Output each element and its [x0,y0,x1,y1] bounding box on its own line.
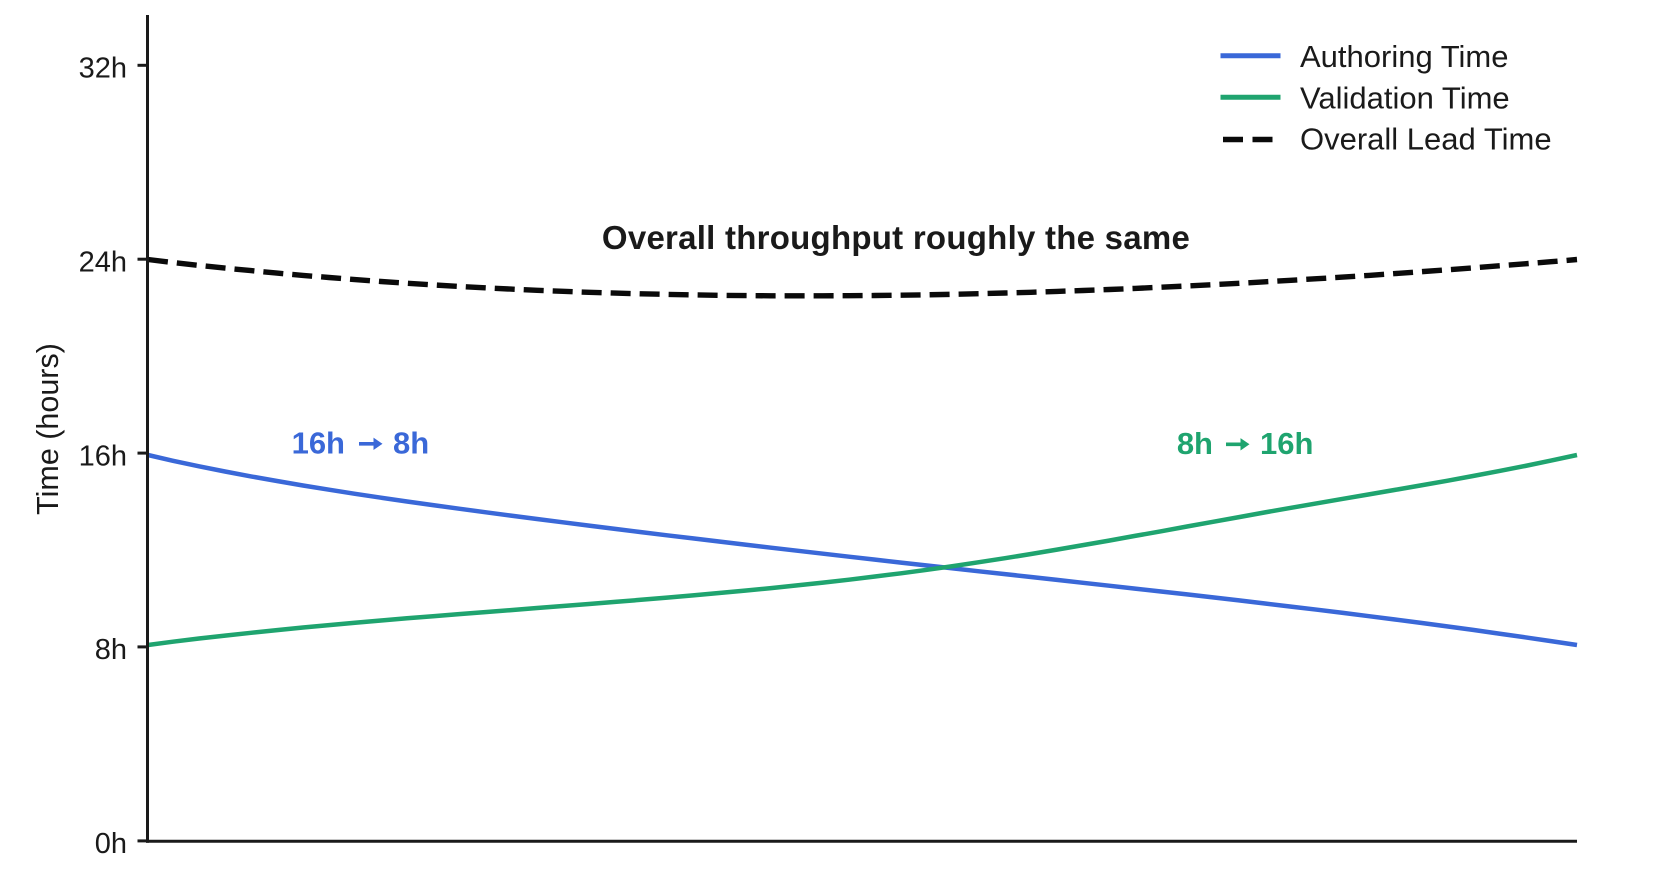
svg-text:16h: 16h [292,426,345,461]
svg-text:Overall throughput roughly the: Overall throughput roughly the same [602,219,1190,256]
svg-text:16h: 16h [79,440,127,472]
svg-text:Authoring Time: Authoring Time [1300,39,1509,74]
svg-text:Overall Lead Time: Overall Lead Time [1300,122,1552,157]
svg-text:Time (hours): Time (hours) [31,343,65,515]
svg-text:Validation Time: Validation Time [1300,80,1510,115]
svg-text:24h: 24h [79,247,127,279]
svg-text:8h: 8h [1177,426,1213,461]
svg-text:8h: 8h [393,426,429,461]
svg-text:16h: 16h [1260,426,1313,461]
svg-text:32h: 32h [79,53,127,85]
svg-text:8h: 8h [95,634,127,666]
svg-text:0h: 0h [95,828,127,860]
